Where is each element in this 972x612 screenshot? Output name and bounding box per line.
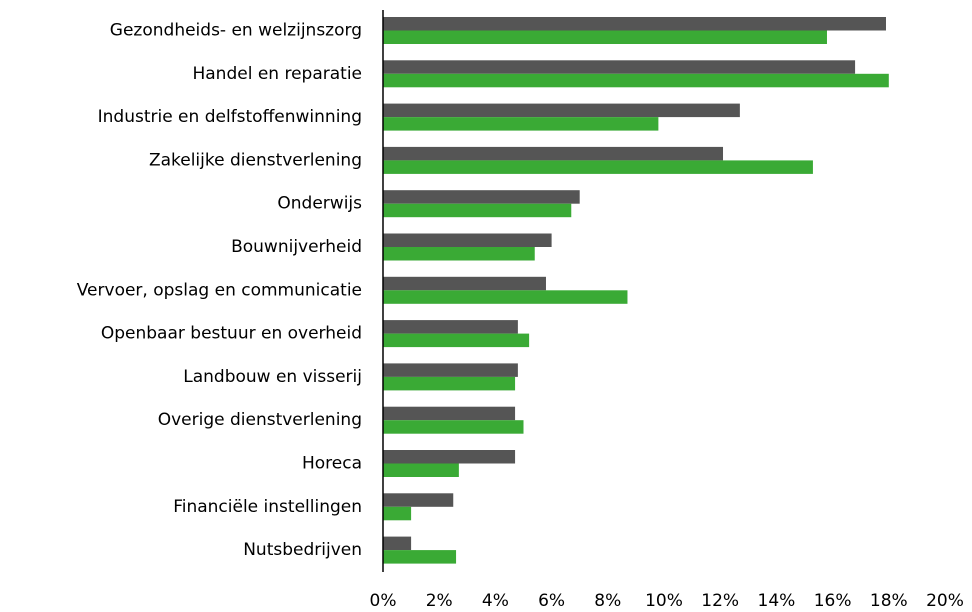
bar <box>383 103 740 118</box>
y-tick-label: Overige dienstverlening <box>158 410 362 430</box>
bar <box>383 376 516 391</box>
bar <box>383 160 813 174</box>
y-tick-label: Nutsbedrijven <box>243 540 362 560</box>
x-tick-label: 8% <box>594 591 621 611</box>
bar <box>383 117 659 131</box>
bar <box>383 406 516 421</box>
y-tick-label: Onderwijs <box>277 194 362 214</box>
x-tick-label: 10% <box>645 591 683 611</box>
bar <box>383 276 546 291</box>
x-tick-label: 4% <box>482 591 509 611</box>
bar <box>383 536 412 551</box>
bar <box>383 17 886 31</box>
y-tick-label: Vervoer, opslag en communicatie <box>77 280 362 300</box>
bar <box>383 30 827 44</box>
x-tick-label: 0% <box>370 591 397 611</box>
bar <box>383 420 524 434</box>
y-tick-label: Financiële instellingen <box>173 497 362 517</box>
y-tick-label: Zakelijke dienstverlening <box>149 150 362 170</box>
bar <box>383 290 628 304</box>
x-tick-label: 12% <box>701 591 739 611</box>
bar <box>383 247 535 261</box>
bar <box>383 463 459 477</box>
y-tick-label: Bouwnijverheid <box>231 237 362 257</box>
bar <box>383 493 454 507</box>
bar <box>383 320 518 334</box>
y-tick-label: Industrie en delfstoffenwinning <box>98 107 362 127</box>
y-tick-label: Gezondheids- en welzijnszorg <box>110 21 362 41</box>
x-tick-label: 20% <box>926 591 964 611</box>
x-tick-label: 16% <box>814 591 852 611</box>
x-tick-label: 6% <box>538 591 565 611</box>
bar <box>383 203 572 218</box>
bar <box>383 333 530 348</box>
x-tick-label: 18% <box>870 591 908 611</box>
bar <box>383 506 412 521</box>
x-tick-label: 14% <box>758 591 796 611</box>
bar <box>383 233 552 247</box>
bar <box>383 190 580 204</box>
x-tick-label: 2% <box>426 591 453 611</box>
y-tick-label: Handel en reparatie <box>192 64 362 84</box>
bar <box>383 550 457 564</box>
bar <box>383 73 889 88</box>
y-tick-label: Openbaar bestuur en overheid <box>101 324 362 344</box>
bar <box>383 60 856 74</box>
bar <box>383 146 724 161</box>
bar <box>383 363 518 377</box>
y-tick-label: Horeca <box>302 454 362 474</box>
y-tick-label: Landbouw en visserij <box>183 367 362 387</box>
bar <box>383 450 516 464</box>
